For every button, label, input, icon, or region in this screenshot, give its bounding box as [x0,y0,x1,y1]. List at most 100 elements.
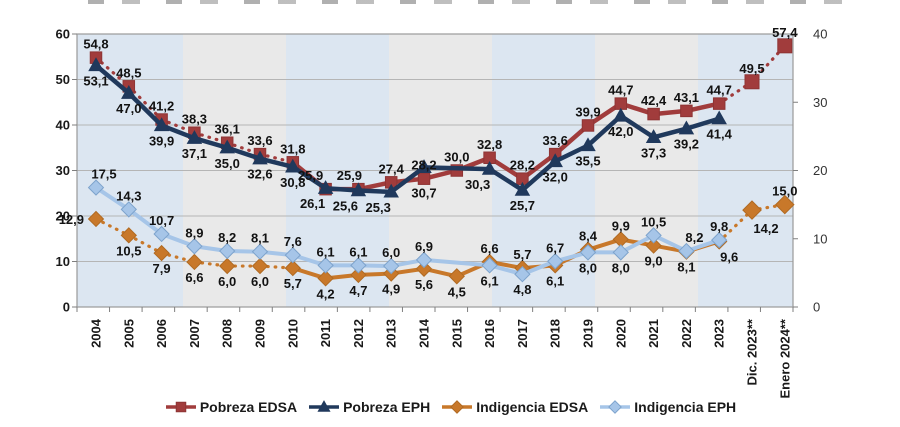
legend-item-pobreza-edsa: Pobreza EDSA [164,399,297,415]
data-label: 8,0 [579,260,597,275]
data-point-marker [613,107,629,122]
data-point-marker [219,139,235,154]
diamond-marker-icon [442,400,473,414]
data-label: 6,1 [546,273,564,288]
data-label: 6,6 [481,241,499,256]
data-point-marker [647,107,660,121]
axis-ticks [72,33,798,312]
data-label: 6,1 [481,273,499,288]
legend-label: Pobreza EPH [343,399,431,415]
data-label: 35,5 [575,153,600,168]
data-label: 25,7 [510,198,535,213]
data-point-marker [350,257,367,274]
data-label: 36,1 [215,122,240,137]
data-label: 44,7 [707,83,732,98]
data-point-marker [680,104,693,118]
data-label: 25,3 [366,200,391,215]
data-label: 9,8 [710,219,728,234]
data-point-marker [581,119,595,132]
data-point-marker [448,268,465,285]
square-marker-icon [165,401,196,413]
data-label: 6,1 [349,244,367,259]
triangle-marker-icon [309,400,340,412]
data-point-marker [252,150,268,165]
x-axis-label: 2006 [154,319,169,348]
series-line-segment [323,185,361,193]
data-point-marker [417,172,431,185]
x-axis-label: 2009 [253,319,268,348]
series-line-segment [422,257,492,268]
data-point-marker [284,246,301,264]
data-label: 4,7 [349,283,367,298]
data-label: 25,9 [337,168,362,183]
series-labels-pobreza-eph: 53,1 47,0 39,9 37,1 35,0 32,6 30,8 26,1 25,6 25,3… [83,73,732,214]
data-label: 49,5 [739,61,764,76]
x-axis-labels: 2004 2005 2006 2007 2008 2009 2010 2011 2012 2013… [89,318,793,398]
data-point-marker [285,158,301,173]
right-axis-tick-label: 0 [813,300,820,315]
data-point-marker [579,244,597,261]
data-label: 28,2 [411,158,436,173]
data-point-marker [608,400,623,414]
data-point-marker [514,266,531,283]
data-label: 30,7 [411,185,436,200]
data-point-marker [251,257,269,275]
data-label: 30,8 [280,175,305,190]
right-axis-tick-label: 30 [813,95,827,110]
data-label: 5,7 [284,276,302,291]
right-axis-tick-label: 10 [813,231,827,246]
data-label: 6,0 [251,274,269,289]
data-point-marker [317,400,331,412]
data-point-marker [645,227,662,244]
data-label: 26,1 [300,196,325,211]
data-label: 35,0 [215,156,240,171]
data-label: 4,9 [382,282,400,297]
data-point-marker [87,210,105,228]
data-label: 32,6 [247,167,272,182]
data-label: 28,2 [510,158,535,173]
series-line-segment [258,264,295,270]
data-point-marker [121,84,137,99]
data-label: 47,0 [116,101,141,116]
data-point-marker [645,237,662,254]
data-label: 25,9 [298,168,323,183]
data-label: 15,0 [772,184,797,199]
data-label: 39,9 [149,133,174,148]
x-axis-label: 2007 [187,319,202,348]
data-point-marker [383,183,399,198]
series-labels-pobreza-edsa: 54,8 48,5 41,2 38,3 36,1 33,6 31,8 25,9 25,9 27,4… [83,25,798,183]
data-label: 48,5 [116,65,141,80]
data-label: 4,2 [317,286,335,301]
data-point-marker [580,137,596,152]
series-line-segment [651,126,689,140]
left-axis-tick-label: 50 [56,72,70,87]
left-axis-tick-label: 60 [56,27,70,42]
x-axis-label: 2010 [285,319,300,348]
legend-item-indigencia-eph: Indigencia EPH [598,399,736,415]
data-label: 6,0 [382,245,400,260]
series-line-segment [421,165,492,172]
series-line-segment [618,233,656,255]
data-label: 8,1 [677,260,695,275]
data-point-marker [153,244,170,262]
data-point-marker [251,243,269,260]
right-axis-tick-label: 20 [813,163,827,178]
data-label: 6,6 [185,270,203,285]
diamond-marker-icon [600,400,631,414]
data-point-marker [612,244,629,261]
data-label: 14,3 [116,188,141,203]
data-point-marker [415,260,433,277]
data-label: 38,3 [182,112,207,127]
data-label: 5,7 [513,247,531,262]
series-line-segment [750,203,787,212]
data-label: 41,2 [149,99,174,114]
x-axis-label: Dic. 2023** [745,318,760,385]
data-point-marker [744,74,760,90]
data-point-marker [711,231,728,249]
data-label: 7,9 [153,261,171,276]
data-label: 10,5 [116,243,141,258]
data-point-marker [120,201,137,218]
data-point-marker [120,227,137,244]
legend-label: Indigencia EPH [634,399,737,415]
